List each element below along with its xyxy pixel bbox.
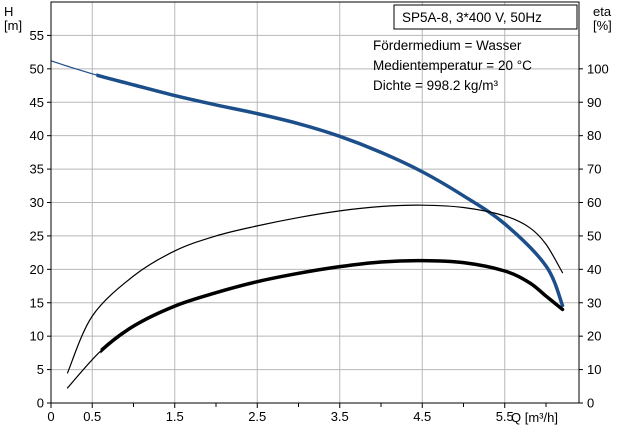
right-tick-label: 30: [587, 295, 601, 310]
left-tick-label: 25: [30, 228, 44, 243]
right-tick-label: 0: [587, 396, 594, 411]
model-box-text: SP5A-8, 3*400 V, 50Hz: [402, 10, 542, 25]
info-line-density: Dichte = 998.2 kg/m³: [373, 78, 498, 93]
info-line-medium: Fördermedium = Wasser: [373, 38, 522, 53]
right-tick-label: 40: [587, 262, 601, 277]
series-0-line: [96, 73, 565, 308]
right-tick-label: 80: [587, 128, 601, 143]
left-axis-label-unit: [m]: [4, 18, 22, 33]
left-tick-label: 55: [30, 28, 44, 43]
right-tick-label: 50: [587, 228, 601, 243]
right-tick-label: 60: [587, 195, 601, 210]
right-tick-label: 20: [587, 329, 601, 344]
left-tick-label: 15: [30, 295, 44, 310]
left-tick-label: 30: [30, 195, 44, 210]
right-tick-label: 90: [587, 95, 601, 110]
x-axis-label: Q [m³/h]: [511, 410, 558, 425]
left-tick-label: 5: [37, 362, 44, 377]
ticks: 0 5 10 15 20 25 30 35 40 45 50 55 0 10 20 30 40 50 60 70 80 9…: [30, 28, 609, 424]
left-tick-label: 0: [37, 396, 44, 411]
left-tick-label: 50: [30, 61, 44, 76]
x-tick-label: 5.5: [496, 409, 514, 424]
series-2-line: [100, 258, 565, 354]
left-tick-label: 40: [30, 128, 44, 143]
curves: [50, 60, 565, 389]
series-2-thin-line: [66, 260, 564, 389]
series-0-thin-line: [50, 60, 564, 307]
x-tick-label: 2.5: [248, 409, 266, 424]
grid: [51, 2, 579, 403]
left-axis-label-h: H: [4, 4, 13, 19]
right-axis-label-eta: eta: [593, 4, 612, 19]
right-tick-label: 100: [587, 61, 609, 76]
x-tick-label: 3.5: [331, 409, 349, 424]
left-tick-label: 20: [30, 262, 44, 277]
series-1-line: [66, 204, 564, 374]
left-tick-label: 45: [30, 95, 44, 110]
right-tick-label: 70: [587, 162, 601, 177]
model-box: [393, 4, 578, 30]
x-tick-label: 0: [47, 409, 54, 424]
x-tick-label: 1.5: [166, 409, 184, 424]
right-axis-label-unit: [%]: [593, 18, 612, 33]
x-tick-label: 4.5: [413, 409, 431, 424]
right-tick-label: 10: [587, 362, 601, 377]
left-tick-label: 35: [30, 162, 44, 177]
info-line-temperature: Medientemperatur = 20 °C: [373, 58, 532, 73]
x-tick-label: 0.5: [83, 409, 101, 424]
left-tick-label: 10: [30, 329, 44, 344]
